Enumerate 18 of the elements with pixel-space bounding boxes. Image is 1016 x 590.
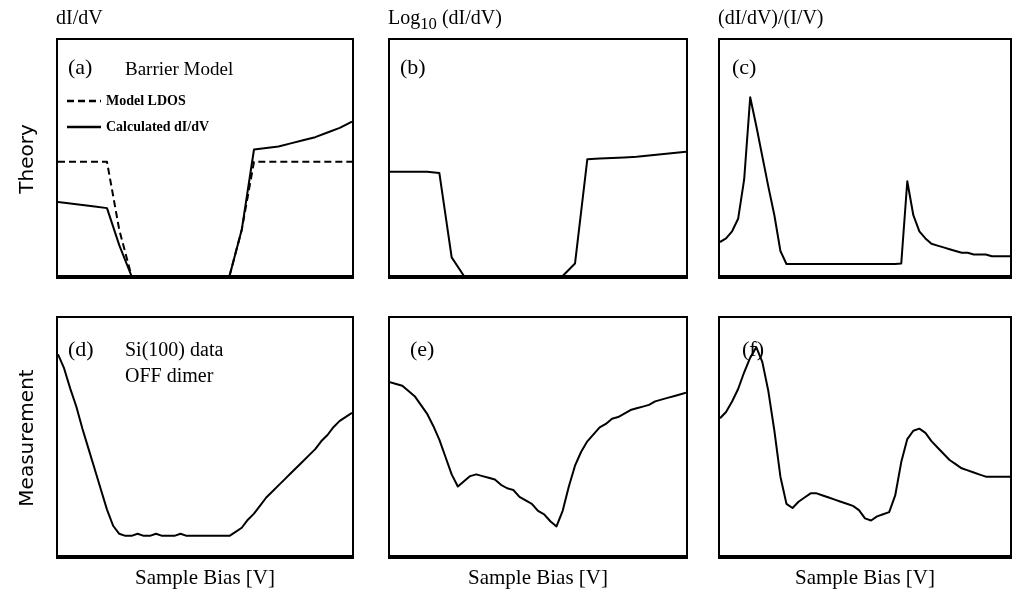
y-axis-title: Theory — [14, 123, 38, 194]
annotation: OFF dimer — [125, 364, 214, 386]
text: (e) — [410, 336, 435, 361]
text: (c) — [732, 54, 757, 79]
x-axis-title: Sample Bias [V] — [795, 565, 935, 590]
x-axis-title: Sample Bias [V] — [135, 565, 275, 590]
annotation: Si(100) data — [125, 338, 224, 360]
x-axis-title: Sample Bias [V] — [468, 565, 608, 590]
legend-label: Model LDOS — [106, 92, 186, 110]
text: (a) — [68, 54, 93, 79]
annotation: (d) — [68, 336, 94, 361]
chart-title: Log$_{10}$ (dI/dV) — [388, 6, 502, 34]
chart-title: dI/dV — [56, 6, 103, 29]
text: (b) — [400, 54, 426, 79]
text: Barrier Model — [125, 58, 234, 79]
y-axis-title: Measurement — [14, 368, 38, 507]
legend-label: Calculated dI/dV — [106, 118, 210, 136]
chart-title: (dI/dV)/(I/V) — [718, 6, 824, 29]
